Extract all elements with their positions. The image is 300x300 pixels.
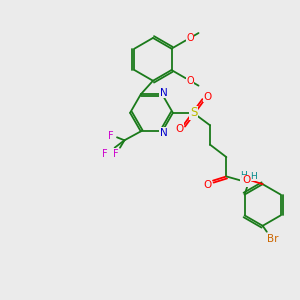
Text: O: O: [186, 33, 194, 43]
Text: O: O: [176, 124, 184, 134]
Text: H: H: [241, 171, 247, 180]
Text: O: O: [242, 175, 250, 185]
Text: O: O: [203, 92, 212, 102]
Text: S: S: [190, 106, 197, 119]
Text: O: O: [203, 180, 211, 190]
Text: Br: Br: [267, 234, 278, 244]
Text: F: F: [108, 131, 114, 141]
Text: N: N: [160, 128, 167, 138]
Text: N: N: [241, 177, 249, 187]
Text: N: N: [160, 88, 167, 98]
Text: O: O: [186, 76, 194, 85]
Text: F: F: [102, 149, 107, 159]
Text: H: H: [250, 172, 257, 181]
Text: F: F: [113, 149, 118, 159]
